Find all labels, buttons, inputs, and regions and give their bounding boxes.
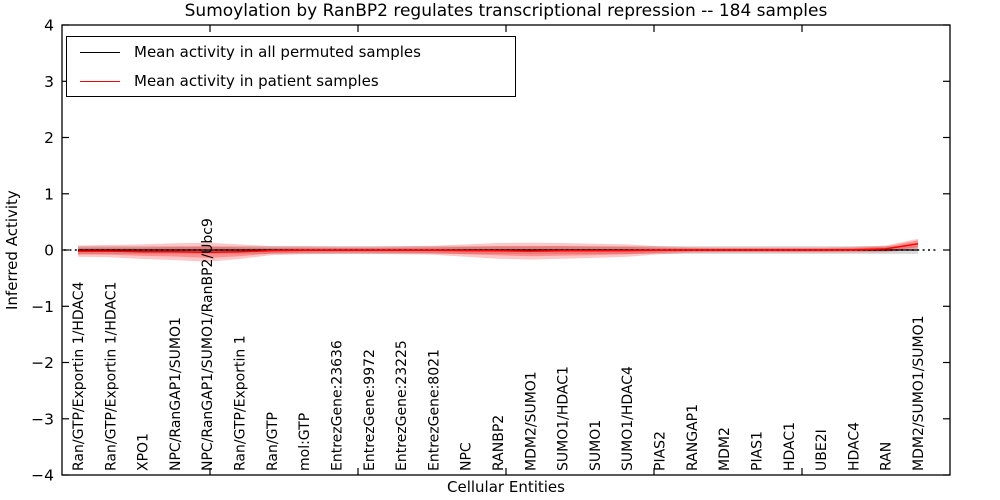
x-axis-label: Cellular Entities (447, 478, 565, 496)
y-tick-label: 0 (44, 242, 54, 260)
legend-line-sample-red (80, 80, 120, 82)
legend-label: Mean activity in all permuted samples (134, 43, 421, 61)
x-category-label: NPC (459, 442, 475, 471)
x-category-label: EntrezGene:23225 (394, 340, 410, 471)
x-category-label: Ran/GTP/Exportin 1/HDAC1 (103, 282, 119, 471)
x-category-label: XPO1 (136, 433, 152, 471)
x-category-label: SUMO1/HDAC4 (620, 366, 636, 471)
x-category-label: Ran/GTP/Exportin 1/HDAC4 (71, 282, 87, 471)
legend: Mean activity in all permuted samples Me… (66, 36, 516, 97)
x-category-label: MDM2/SUMO1/SUMO1 (911, 315, 927, 471)
x-category-label: EntrezGene:8021 (426, 349, 442, 471)
x-category-label: MDM2 (717, 427, 733, 471)
legend-line-sample-black (80, 51, 120, 53)
x-category-label: UBE2I (814, 429, 830, 471)
x-category-label: HDAC4 (846, 422, 862, 471)
legend-item-patient: Mean activity in patient samples (67, 67, 515, 96)
x-category-label: EntrezGene:9972 (362, 349, 378, 471)
x-category-label: mol:GTP (297, 413, 313, 471)
y-tick-label: −4 (31, 467, 54, 485)
legend-item-permuted: Mean activity in all permuted samples (67, 38, 515, 67)
chart-title: Sumoylation by RanBP2 regulates transcri… (184, 1, 828, 21)
x-category-label: PIAS1 (750, 431, 766, 471)
x-category-label: Ran/GTP (265, 412, 281, 471)
y-axis-label: Inferred Activity (3, 190, 21, 310)
x-category-label: RANBP2 (491, 415, 507, 471)
x-category-label: Ran/GTP/Exportin 1 (233, 335, 249, 471)
y-tick-label: −3 (31, 410, 54, 428)
x-category-label: SUMO1 (588, 420, 604, 471)
x-category-label: MDM2/SUMO1 (523, 371, 539, 471)
y-tick-label: −2 (31, 354, 54, 372)
x-category-label: EntrezGene:23636 (330, 340, 346, 471)
y-tick-label: 4 (44, 17, 54, 35)
mean-line-patient (78, 243, 919, 254)
y-tick-label: 3 (44, 73, 54, 91)
x-category-label: NPC/RanGAP1/SUMO1 (168, 317, 184, 471)
band-patient-samples-inner-band (78, 240, 918, 258)
y-tick-label: 2 (44, 129, 54, 147)
x-category-label: PIAS2 (653, 431, 669, 471)
x-category-label: SUMO1/HDAC1 (556, 366, 572, 471)
y-tick-label: −1 (31, 298, 54, 316)
x-category-label: NPC/RanGAP1/SUMO1/RanBP2/Ubc9 (200, 218, 216, 471)
x-category-label: HDAC1 (782, 422, 798, 471)
x-category-label: RAN (879, 442, 895, 471)
legend-label: Mean activity in patient samples (134, 72, 379, 90)
y-tick-label: 1 (44, 185, 54, 203)
x-category-label: RANGAP1 (685, 404, 701, 471)
